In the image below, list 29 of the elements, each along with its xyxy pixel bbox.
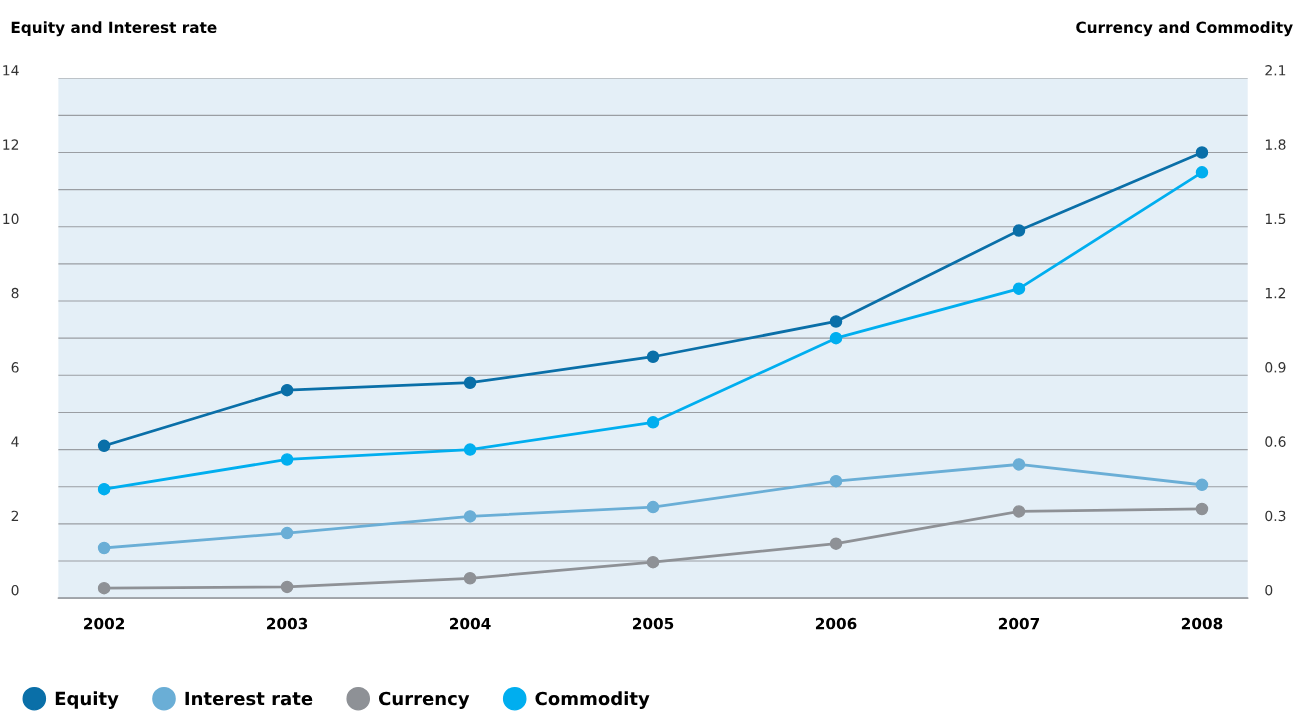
y2-tick-label: 1.2 — [1265, 287, 1286, 299]
y2-tick-label: 0.6 — [1265, 436, 1286, 447]
legend-label: Interest rate — [185, 691, 313, 706]
y2-tick-label: 1.5 — [1265, 213, 1286, 225]
legend-label: Equity — [55, 691, 119, 709]
legend-label: Currency — [378, 691, 470, 709]
y2-tick-label: 0 — [1265, 584, 1273, 596]
y-tick-label: 6 — [11, 362, 19, 373]
y-tick-label: 12 — [3, 139, 19, 150]
y2-axis-title: Currency and Commodity — [1076, 21, 1293, 37]
x-tick-label: 2007 — [998, 617, 1040, 630]
x-tick-label: 2008 — [1181, 617, 1223, 630]
y-tick-label: 10 — [3, 213, 19, 225]
y2-tick-label: 0.9 — [1265, 362, 1286, 373]
x-tick-label: 2006 — [815, 617, 857, 630]
y-tick-label: 8 — [11, 287, 19, 299]
x-tick-label: 2002 — [84, 617, 125, 630]
y-tick-label: 2 — [11, 510, 19, 521]
y-tick-label: 0 — [11, 584, 19, 596]
legend-label: Commodity — [535, 691, 650, 709]
y2-tick-label: 1.8 — [1265, 139, 1286, 150]
y-tick-label: 14 — [3, 65, 19, 76]
y-axis-title: Equity and Interest rate — [11, 21, 217, 37]
x-tick-label: 2004 — [450, 617, 491, 630]
x-tick-label: 2003 — [267, 617, 308, 630]
y2-tick-label: 0.3 — [1265, 510, 1286, 522]
x-tick-label: 2005 — [632, 617, 674, 630]
y2-tick-label: 2.1 — [1265, 65, 1286, 76]
y-tick-label: 4 — [11, 436, 19, 447]
